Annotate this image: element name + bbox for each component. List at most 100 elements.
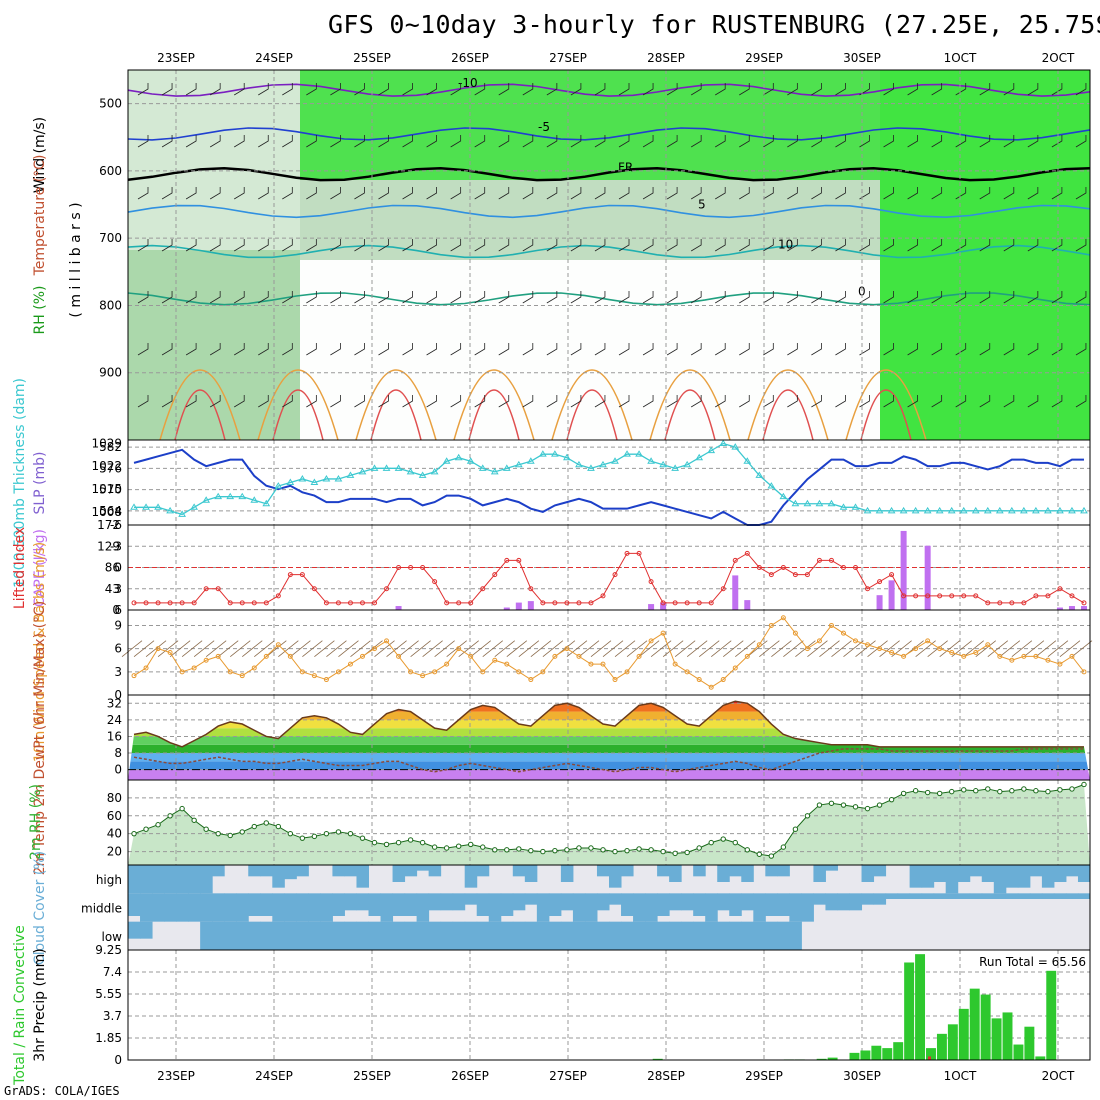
upper-wind-barb — [907, 135, 918, 148]
cloud-bar — [536, 893, 550, 922]
upper-wind-barb — [1075, 291, 1087, 304]
thickness-point — [815, 499, 824, 507]
rh-point — [419, 839, 426, 846]
rh-point — [564, 847, 570, 853]
rh-point — [167, 813, 173, 819]
upper-wind-barb — [883, 83, 894, 96]
wind-barb — [698, 640, 720, 657]
upper-wind-barb — [546, 135, 558, 148]
cloud-bar — [645, 893, 658, 922]
wind-speed-point — [372, 646, 378, 652]
lifted-index-point — [275, 593, 281, 599]
temp-band — [128, 711, 1090, 720]
upper-wind-barb — [282, 187, 293, 200]
thickness-point — [370, 464, 379, 471]
cloud-bar — [404, 921, 418, 950]
top-day-label: 28SEP — [647, 51, 685, 65]
upper-wind-barb — [450, 187, 462, 200]
thickness-point — [971, 506, 980, 514]
cloud-bar — [1077, 893, 1091, 899]
cloud-bar — [849, 893, 863, 911]
upper-wind-barb — [1075, 135, 1087, 148]
wind-barb — [229, 640, 251, 657]
cloud-bar — [416, 893, 430, 922]
upper-wind-barb — [690, 395, 702, 408]
rh-point — [155, 822, 161, 828]
rh-point — [492, 847, 498, 853]
thickness-point — [719, 439, 728, 447]
upper-wind-barb — [1027, 187, 1039, 200]
upper-wind-barb — [979, 83, 991, 96]
upper-wind-barb — [666, 291, 678, 304]
precip-bar — [871, 1045, 882, 1060]
cloud-bar — [200, 893, 213, 922]
upper-wind-barb — [787, 135, 798, 148]
cloud-bar — [560, 893, 574, 911]
y-tick-label: 1022 — [91, 459, 122, 473]
thickness-point — [250, 496, 259, 503]
upper-wind-barb — [907, 83, 918, 96]
lifted-index-point — [420, 565, 426, 570]
wind-speed-point — [612, 677, 618, 683]
y-tick-label: 600 — [99, 164, 122, 178]
cape-bar — [395, 606, 402, 610]
cloud-bar — [296, 865, 309, 877]
upper-wind-barb — [642, 83, 654, 96]
upper-wind-barb — [137, 239, 149, 252]
rh-point — [359, 835, 366, 841]
upper-wind-barb — [642, 239, 654, 252]
y-tick-label: 582 — [99, 440, 122, 454]
y-tick-label: 570 — [99, 483, 122, 497]
cloud-bar — [993, 865, 1007, 894]
cloud-bar — [332, 921, 345, 950]
upper-wind-barb — [402, 187, 413, 200]
temp-band — [128, 701, 1090, 704]
cloud-bar — [933, 893, 947, 899]
cloud-bar — [933, 865, 947, 882]
cloud-bar — [476, 865, 490, 877]
upper-wind-barb — [690, 291, 702, 304]
rh-point — [912, 788, 919, 794]
rh-point — [1021, 786, 1027, 792]
rh-point — [1045, 788, 1051, 795]
upper-wind-barb — [955, 135, 967, 148]
wind-barb — [1023, 640, 1045, 657]
temp-band — [128, 753, 1090, 762]
precip-bar — [915, 954, 926, 1060]
y-tick-label: 0 — [114, 1053, 122, 1067]
precip-bar — [849, 1052, 860, 1060]
contour-label: -10 — [458, 76, 478, 90]
cloud-bar — [789, 893, 802, 922]
precip-bar — [991, 1018, 1002, 1060]
cloud-bar — [164, 865, 177, 894]
cloud-bar — [212, 865, 225, 877]
cloud-bar — [176, 893, 189, 922]
lifted-index-point — [973, 593, 979, 599]
top-day-label: 27SEP — [549, 51, 587, 65]
cloud-bar — [332, 893, 345, 916]
wind-barb — [1047, 640, 1069, 657]
upper-wind-barb — [1003, 187, 1015, 200]
top-day-label: 2OCT — [1042, 51, 1075, 65]
upper-wind-barb — [330, 135, 341, 148]
rh-point — [732, 839, 738, 846]
thickness-point — [803, 499, 812, 507]
cloud-bar — [260, 921, 273, 950]
thickness-point — [490, 467, 499, 475]
cloud-bar — [548, 893, 562, 916]
y-tick-label: -6 — [110, 518, 122, 532]
thickness-point — [671, 464, 680, 471]
thickness-line — [134, 442, 1084, 516]
lifted-index-point — [804, 572, 810, 578]
rh-point — [1081, 781, 1087, 788]
upper-wind-barb — [739, 239, 750, 252]
lifted-index-point — [564, 600, 570, 606]
wind-speed-point — [973, 650, 979, 655]
cape-bar — [876, 595, 883, 610]
cloud-bar — [633, 921, 646, 950]
cape-bar — [515, 602, 522, 610]
upper-wind-barb — [955, 291, 967, 304]
wind-barb — [278, 640, 299, 657]
upper-wind-barb — [835, 135, 846, 148]
